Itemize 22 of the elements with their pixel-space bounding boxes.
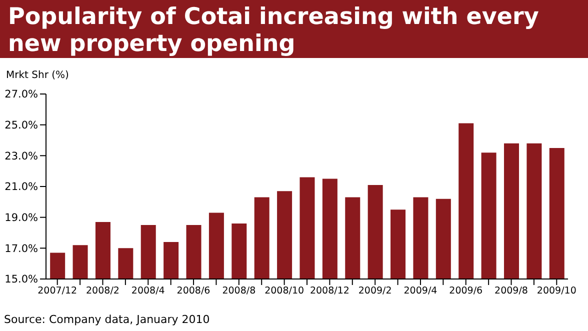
x-tick-label: 2009/6 <box>449 286 483 297</box>
y-tick-label: 23.0% <box>4 150 38 162</box>
source-note: Source: Company data, January 2010 <box>4 313 210 326</box>
y-tick-label: 17.0% <box>4 242 38 255</box>
x-tick-label: 2008/10 <box>264 286 304 297</box>
x-tick-label: 2009/4 <box>404 286 438 297</box>
y-tick-label: 27.0% <box>4 88 38 101</box>
x-tick-label: 2007/12 <box>38 286 78 297</box>
x-tick-label: 2008/6 <box>176 286 210 297</box>
x-tick-label: 2009/10 <box>536 286 576 297</box>
y-axis-title: Mrkt Shr (%) <box>6 70 69 81</box>
y-tick-label: 19.0% <box>4 212 38 224</box>
y-tick-label: 15.0% <box>4 274 38 286</box>
x-tick-label: 2009/8 <box>494 286 528 297</box>
x-tick-label: 2008/2 <box>86 286 120 297</box>
x-tick-label: 2008/4 <box>131 286 165 297</box>
chart-title: Popularity of Cotai increasing with every new property opening <box>0 0 588 58</box>
y-tick-label: 21.0% <box>4 181 38 194</box>
y-tick-label: 25.0% <box>4 120 38 132</box>
x-tick-label: 2009/2 <box>358 286 392 297</box>
x-tick-label: 2008/8 <box>222 286 256 297</box>
x-tick-label: 2008/12 <box>310 286 350 297</box>
